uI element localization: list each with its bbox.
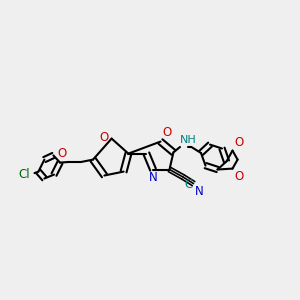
- Text: O: O: [234, 136, 243, 149]
- Text: N: N: [148, 171, 158, 184]
- Text: O: O: [234, 170, 243, 183]
- Text: NH: NH: [180, 135, 197, 145]
- Text: N: N: [195, 185, 204, 198]
- Text: O: O: [99, 130, 109, 144]
- Text: Cl: Cl: [18, 168, 30, 181]
- Text: O: O: [162, 126, 171, 139]
- Text: O: O: [58, 147, 67, 160]
- Text: C: C: [184, 178, 193, 191]
